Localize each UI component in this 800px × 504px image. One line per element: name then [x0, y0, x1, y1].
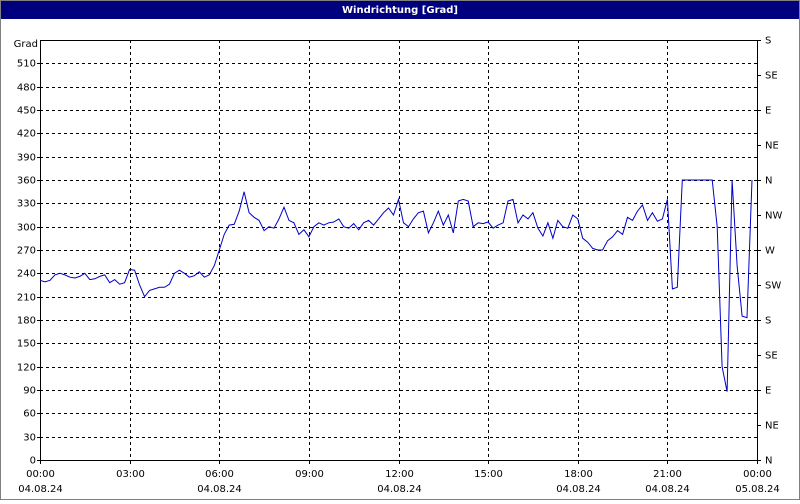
y-tick-label: 180	[17, 316, 36, 327]
x-tick-label: 12:00	[385, 469, 414, 480]
y2-tick-label: W	[765, 246, 775, 257]
data-line	[39, 179, 753, 392]
x-tick-label: 21:00	[653, 469, 682, 480]
y2-tick-label: NE	[765, 421, 779, 432]
y-tick-label: 510	[17, 59, 36, 70]
y-tick-label: 0	[30, 456, 36, 467]
y-tick-label: 390	[17, 153, 36, 164]
y-tick-label: 90	[23, 386, 36, 397]
x-tick-label: 00:00	[743, 469, 772, 480]
x-tick-label: 18:00	[564, 469, 593, 480]
x-tick-label: 06:00	[205, 469, 234, 480]
y2-tick-label: N	[765, 456, 772, 467]
x-tick-label: 15:00	[474, 469, 503, 480]
y-tick-label: 300	[17, 223, 36, 234]
x-tick-date: 04.08.24	[377, 484, 422, 495]
y2-tick-label: SW	[765, 281, 781, 292]
y2-tick-label: N	[765, 176, 772, 187]
y-tick-label: 60	[23, 409, 36, 420]
y-tick-label: 450	[17, 106, 36, 117]
y-tick-label: 240	[17, 269, 36, 280]
y2-tick-label: SE	[765, 351, 778, 362]
x-tick-label: 03:00	[116, 469, 145, 480]
y2-tick-label: SE	[765, 71, 778, 82]
chart-title: Windrichtung [Grad]	[342, 5, 458, 16]
y-tick-label: 270	[17, 246, 36, 257]
y-tick-label: 330	[17, 199, 36, 210]
y2-tick-label: S	[765, 36, 771, 47]
y-tick-label: 30	[23, 433, 36, 444]
x-tick-date: 04.08.24	[18, 484, 63, 495]
y2-tick-label: NE	[765, 141, 779, 152]
y2-tick-label: S	[765, 316, 771, 327]
x-tick-date: 05.08.24	[735, 484, 780, 495]
y2-tick-label: E	[765, 106, 771, 117]
y2-tick-label: E	[765, 386, 771, 397]
y-tick-label: 480	[17, 83, 36, 94]
title-bar	[0, 0, 800, 19]
x-tick-date: 04.08.24	[556, 484, 601, 495]
x-tick-date: 04.08.24	[197, 484, 242, 495]
y-tick-label: 210	[17, 293, 36, 304]
y-tick-label: 360	[17, 176, 36, 187]
y-axis-label: Grad	[14, 39, 38, 50]
y2-tick-label: NW	[765, 211, 782, 222]
y-tick-label: 120	[17, 363, 36, 374]
y-tick-label: 150	[17, 339, 36, 350]
y-tick-label: 420	[17, 129, 36, 140]
x-tick-label: 00:00	[26, 469, 55, 480]
x-tick-date: 04.08.24	[645, 484, 690, 495]
x-tick-label: 09:00	[295, 469, 324, 480]
plot-frame	[40, 40, 758, 461]
